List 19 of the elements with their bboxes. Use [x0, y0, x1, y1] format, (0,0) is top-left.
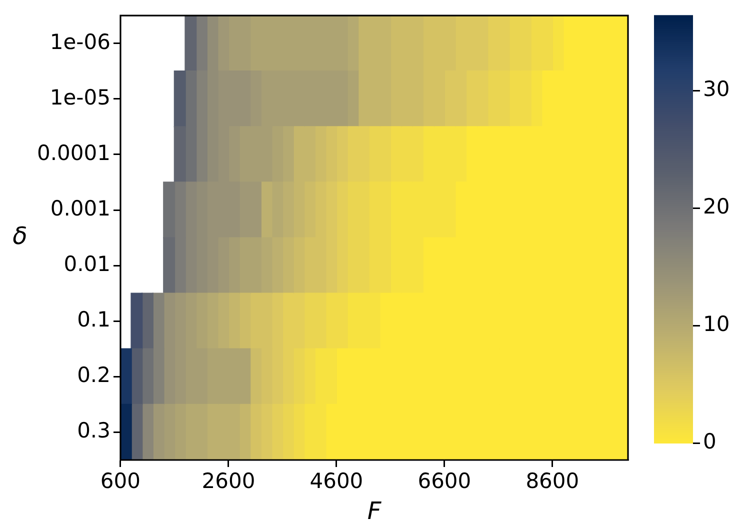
y-tick-label: 0.1: [77, 308, 110, 332]
color-bar-label: 10: [703, 312, 730, 336]
color-bar-label: 0: [703, 429, 716, 454]
y-tick-label: 0.2: [77, 363, 110, 388]
x-axis-title: F: [367, 496, 382, 525]
x-tick-label: 6600: [418, 469, 472, 494]
x-tick-label: 8600: [526, 469, 580, 494]
y-tick-label: 0.01: [64, 252, 110, 276]
y-tick-label: 1e-05: [50, 85, 110, 110]
x-tick-label: 4600: [310, 469, 364, 494]
y-tick-label: 0.001: [50, 196, 110, 220]
y-tick-label: 0.3: [77, 418, 110, 443]
y-tick-label: 1e-06: [50, 30, 110, 54]
color-bar-label: 20: [703, 194, 730, 219]
x-tick-label: 600: [100, 469, 141, 494]
color-bar-label: 30: [703, 77, 730, 102]
x-tick-label: 2600: [202, 469, 256, 494]
y-tick-label: 0.0001: [36, 140, 110, 165]
y-axis-title: δ: [12, 222, 28, 250]
